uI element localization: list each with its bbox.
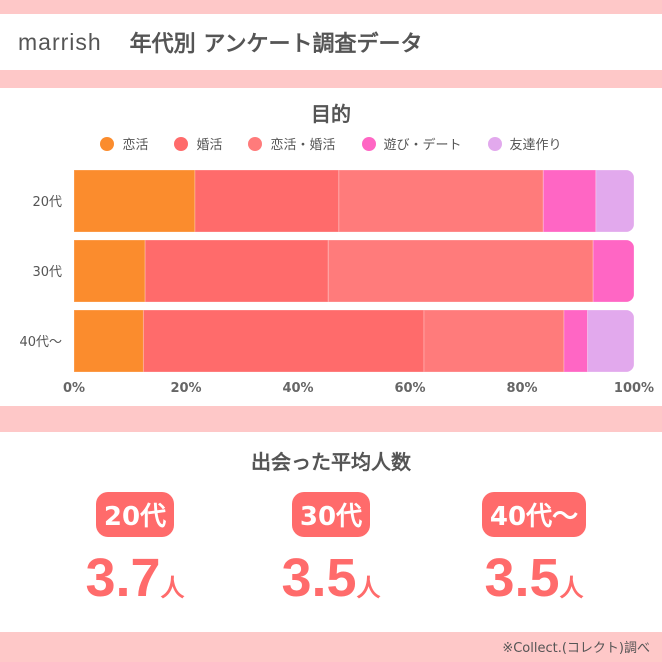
average-card: 30代 3.5人 [231,492,431,609]
legend-swatch [487,136,502,151]
legend-label: 友達作り [509,138,562,153]
legend: 恋活 婚活 恋活・婚活 遊び・デート 友達作り [0,134,662,153]
legend-swatch [100,136,115,151]
category-label: 20代 [32,195,62,210]
x-tick-label: 60% [394,381,425,396]
bar-segment [587,310,634,372]
bar-segment [595,170,634,232]
bar-segment [423,310,565,372]
bar-segment [592,240,634,302]
bar-segment [338,170,544,232]
bar-segment [194,170,340,232]
logo: marrish [18,28,102,55]
legend-item: 友達作り [487,134,562,153]
legend-swatch [174,136,189,151]
legend-swatch [361,136,376,151]
header: marrish 年代別 アンケート調査データ [0,14,662,70]
average-card: 20代 3.7人 [35,492,235,609]
category-label: 30代 [32,265,62,280]
age-tag: 40代〜 [481,492,587,537]
age-tag: 20代 [95,492,175,537]
legend-item: 恋活・婚活 [248,134,336,153]
bar-segment [327,240,594,302]
age-tag: 30代 [291,492,371,537]
bar-segment [144,240,329,302]
bar-segment [563,310,589,372]
bar-segment [542,170,597,232]
legend-label: 恋活 [122,138,149,153]
legend-label: 恋活・婚活 [270,138,336,153]
average-value: 3.5人 [484,548,584,608]
legend-item: 婚活 [174,134,222,153]
page-title: 年代別 アンケート調査データ [129,32,423,57]
legend-item: 恋活 [100,134,148,153]
x-tick-label: 0% [63,381,85,396]
chart-panel: 目的 恋活 婚活 恋活・婚活 遊び・デート 友達作り 20代 30代 40代〜 0% 20% 40… [0,88,662,406]
average-value: 3.5人 [281,548,381,608]
averages-title: 出会った平均人数 [251,450,411,474]
legend-label: 遊び・デート [383,138,462,153]
x-tick-label: 100% [614,381,654,396]
average-card: 40代〜 3.5人 [434,492,634,609]
bar-segment [73,240,146,302]
bar-segment [73,170,196,232]
legend-label: 婚活 [196,138,223,153]
legend-swatch [248,136,263,151]
legend-item: 遊び・デート [361,134,462,153]
averages-panel: 出会った平均人数 20代 3.7人 30代 3.5人 40代〜 3.5人 [0,432,662,632]
chart-title: 目的 [311,102,351,126]
category-label: 40代〜 [19,335,62,350]
average-value: 3.7人 [85,548,185,608]
x-tick-label: 40% [282,381,313,396]
stacked-bar-chart: 20代 30代 40代〜 0% 20% 40% 60% 80% 100% [19,170,654,396]
source-note: ※Collect.(コレクト)調べ [502,641,650,656]
x-tick-label: 80% [506,381,537,396]
bar-segment [142,310,425,372]
x-tick-label: 20% [170,381,201,396]
bar-segment [73,310,144,372]
